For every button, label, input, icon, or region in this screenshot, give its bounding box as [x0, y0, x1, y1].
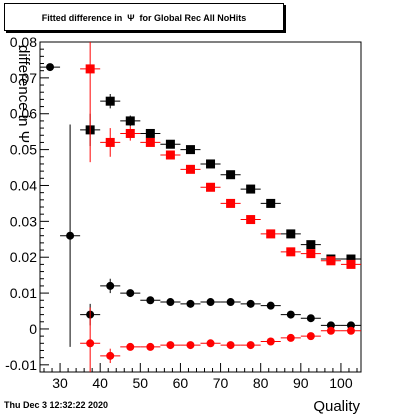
- x-tick-label: 30: [52, 375, 68, 391]
- data-point: [206, 159, 216, 169]
- data-point: [306, 314, 315, 323]
- data-point: [105, 96, 115, 106]
- data-point: [186, 299, 195, 308]
- x-tick-label: 100: [329, 375, 353, 391]
- data-point: [286, 247, 296, 257]
- data-point: [185, 145, 195, 155]
- data-point: [306, 240, 316, 250]
- data-point: [105, 137, 115, 147]
- x-tick-label: 60: [173, 375, 189, 391]
- data-point: [246, 215, 256, 225]
- data-point: [206, 182, 216, 192]
- data-point: [126, 342, 135, 351]
- data-point: [266, 301, 275, 310]
- data-point: [246, 341, 255, 350]
- data-point: [286, 310, 295, 319]
- data-point: [266, 229, 276, 239]
- data-point: [145, 128, 155, 138]
- data-point: [226, 170, 236, 180]
- series-layer: [40, 42, 361, 372]
- data-point: [125, 128, 135, 138]
- data-point: [226, 298, 235, 307]
- x-tick-label: 50: [133, 375, 149, 391]
- data-point: [346, 326, 355, 335]
- y-tick-label: 0.07: [10, 70, 37, 86]
- series-1: [40, 63, 361, 347]
- data-point: [246, 184, 256, 194]
- data-point: [126, 289, 135, 298]
- data-point: [66, 231, 75, 240]
- x-tick-label: 40: [92, 375, 108, 391]
- series-2: [80, 307, 361, 372]
- data-point: [46, 63, 55, 72]
- data-point: [85, 64, 95, 74]
- data-point: [326, 326, 335, 335]
- series-4: [80, 42, 361, 269]
- data-point: [186, 341, 195, 350]
- axes-layer: 30 40 50 60 70 80 90 100 -0.01 0 0.01 0.02 0.03 0.04 0…: [5, 34, 358, 391]
- data-point: [306, 249, 316, 259]
- data-point: [146, 342, 155, 351]
- y-tick-label: 0: [29, 321, 37, 337]
- date-stamp: Thu Dec 3 12:32:22 2020: [4, 400, 109, 410]
- data-point: [125, 116, 135, 126]
- data-point: [306, 332, 315, 341]
- data-point: [165, 150, 175, 160]
- x-axis-title: Quality: [313, 398, 360, 414]
- x-tick-label: 80: [253, 375, 269, 391]
- data-point: [185, 164, 195, 174]
- plot-area: [39, 41, 362, 373]
- y-tick-label: 0.01: [10, 285, 37, 301]
- data-point: [106, 281, 115, 290]
- data-point: [286, 333, 295, 342]
- y-tick-label: 0.02: [10, 249, 37, 265]
- data-point: [346, 254, 356, 264]
- y-tick-label: 0.03: [10, 213, 37, 229]
- y-axis-title: difference in Ψ: [15, 45, 32, 143]
- data-point: [166, 341, 175, 350]
- chart-title: Fitted difference in Ψ for Global Rec Al…: [4, 3, 284, 31]
- x-tick-label: 70: [213, 375, 229, 391]
- data-point: [86, 339, 95, 348]
- data-point: [226, 341, 235, 350]
- data-point: [145, 137, 155, 147]
- y-tick-label: 0.06: [10, 106, 37, 122]
- data-point: [165, 139, 175, 149]
- data-point: [266, 337, 275, 346]
- data-point: [246, 299, 255, 308]
- plot-frame: [39, 41, 362, 373]
- y-tick-label: -0.01: [5, 357, 37, 373]
- data-point: [206, 339, 215, 348]
- data-point: [326, 256, 336, 266]
- data-point: [106, 351, 115, 360]
- data-point: [226, 198, 236, 208]
- x-tick-label: 90: [293, 375, 309, 391]
- data-point: [346, 259, 356, 269]
- y-tick-label: 0.04: [10, 177, 37, 193]
- data-point: [146, 296, 155, 305]
- data-point: [166, 298, 175, 307]
- y-tick-label: 0.05: [10, 142, 37, 158]
- data-point: [206, 298, 215, 307]
- data-point: [286, 229, 296, 239]
- y-tick-label: 0.08: [10, 34, 37, 50]
- data-point: [266, 198, 276, 208]
